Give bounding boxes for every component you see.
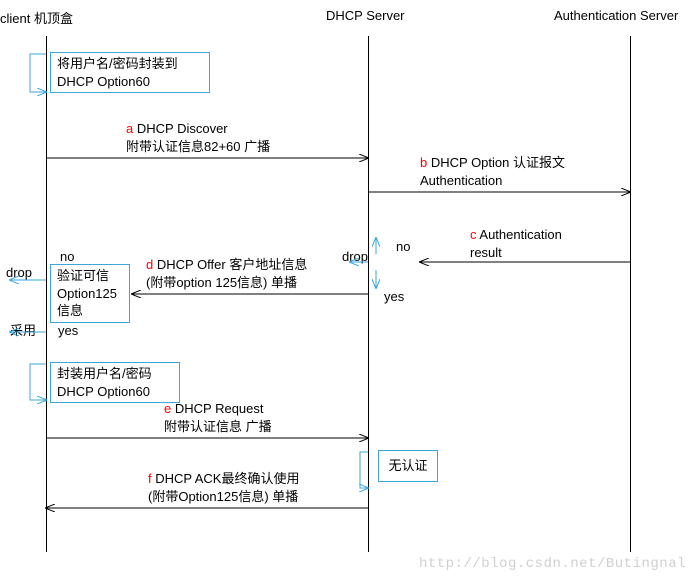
self-arrow-top [30,54,46,92]
noauth-self-arrow [360,452,368,488]
self-arrow-bot [30,364,46,400]
arrows-layer [0,0,694,576]
watermark: http://blog.csdn.net/Butingnal [419,556,686,572]
